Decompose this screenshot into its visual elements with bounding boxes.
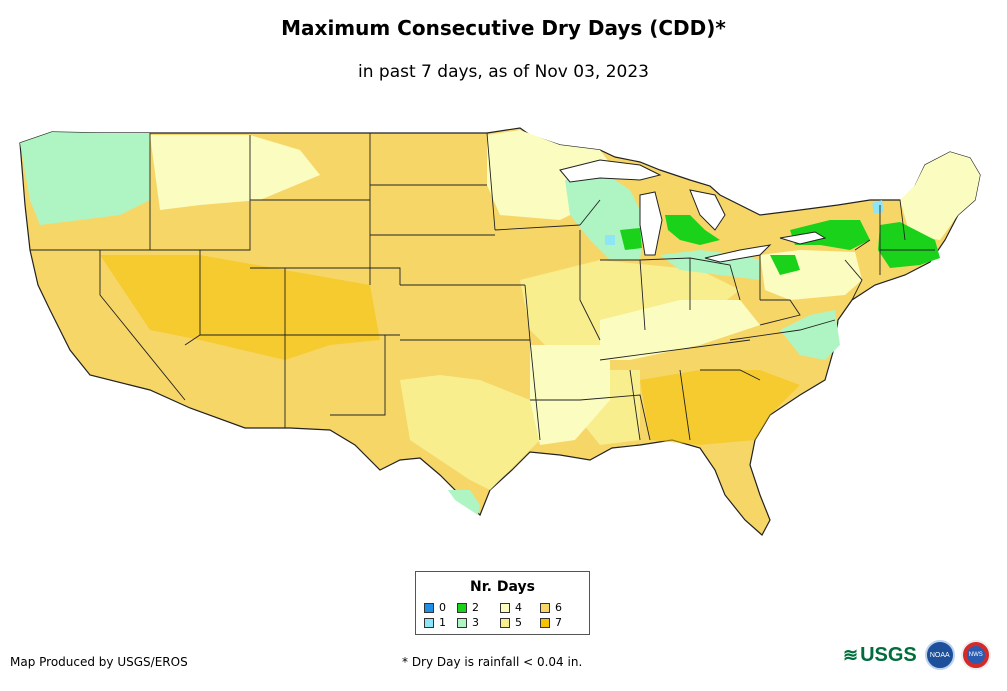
- cdd-3-pacific-northwest: [20, 132, 150, 225]
- cdd-7-southeast: [640, 370, 800, 445]
- credit-text: Map Produced by USGS/EROS: [10, 655, 188, 669]
- legend-label-1: 1: [439, 616, 446, 629]
- state-borders: [30, 132, 935, 441]
- legend-label-5: 5: [515, 616, 522, 629]
- footnote-text: * Dry Day is rainfall < 0.04 in.: [402, 655, 583, 669]
- legend: Nr. Days 0 1 2 3 4 5 6 7: [415, 571, 590, 635]
- legend-label-4: 4: [515, 601, 522, 614]
- legend-swatch-7: [540, 617, 550, 628]
- cdd-2-wisconsin-east: [620, 228, 642, 250]
- cdd-3-south-texas: [448, 490, 480, 515]
- legend-item-5: 5: [500, 616, 522, 629]
- legend-item-1: 1: [424, 616, 446, 629]
- legend-label-7: 7: [555, 616, 562, 629]
- lake-michigan: [639, 191, 663, 256]
- usgs-logo: ≋ USGS: [843, 644, 917, 667]
- legend-label-6: 6: [555, 601, 562, 614]
- lake-superior: [559, 159, 662, 183]
- legend-label-0: 0: [439, 601, 446, 614]
- cdd-1-vermont: [872, 200, 884, 214]
- agency-logos: ≋ USGS NOAA NWS: [843, 640, 991, 670]
- legend-swatch-2: [457, 602, 467, 613]
- cdd-4-northeast: [900, 152, 980, 240]
- cdd-4-kentucky: [600, 300, 760, 360]
- lake-erie: [704, 244, 772, 263]
- legend-swatch-1: [424, 617, 434, 628]
- cdd-4-montana: [150, 135, 320, 210]
- map-subtitle: in past 7 days, as of Nov 03, 2023: [358, 62, 649, 82]
- legend-item-2: 2: [457, 601, 479, 614]
- noaa-logo-text: NOAA: [929, 651, 950, 659]
- legend-item-0: 0: [424, 601, 446, 614]
- cdd-5-texas: [400, 375, 540, 490]
- cdd-2-new-york: [790, 220, 870, 250]
- usgs-logo-text: USGS: [860, 643, 917, 666]
- lake-ontario: [779, 231, 827, 245]
- legend-swatch-0: [424, 602, 434, 613]
- legend-item-7: 7: [540, 616, 562, 629]
- legend-label-2: 2: [472, 601, 479, 614]
- map-title: Maximum Consecutive Dry Days (CDD)*: [281, 16, 726, 40]
- legend-item-3: 3: [457, 616, 479, 629]
- cdd-2-new-england: [878, 222, 940, 268]
- legend-swatch-5: [500, 617, 510, 628]
- legend-swatch-3: [457, 617, 467, 628]
- legend-title: Nr. Days: [470, 579, 535, 595]
- cdd-5-midwest: [520, 260, 740, 360]
- usgs-wave-icon: ≋: [843, 644, 859, 665]
- cdd-7-southwest: [100, 255, 380, 360]
- nws-logo: NWS: [960, 640, 991, 670]
- legend-item-4: 4: [500, 601, 522, 614]
- cdd-2-pa-west: [770, 255, 800, 275]
- nws-logo-text: NWS: [968, 652, 983, 658]
- legend-label-3: 3: [472, 616, 479, 629]
- noaa-logo: NOAA: [924, 640, 955, 670]
- legend-item-6: 6: [540, 601, 562, 614]
- cdd-1-wisconsin: [605, 235, 615, 245]
- legend-swatch-4: [500, 602, 510, 613]
- cdd-2-michigan: [665, 215, 720, 245]
- legend-swatch-6: [540, 602, 550, 613]
- cdd-4-arkansas: [530, 345, 610, 445]
- lake-huron: [689, 189, 726, 231]
